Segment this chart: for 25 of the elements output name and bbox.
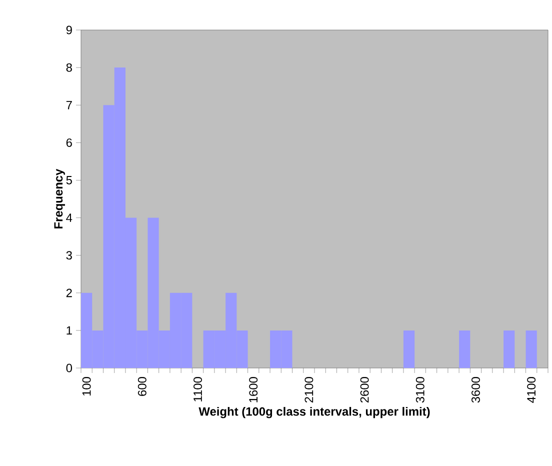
x-tick-label: 100 [82, 376, 91, 396]
y-tick-label: 4 [66, 214, 72, 222]
bar [526, 330, 537, 368]
y-tick-label: 5 [66, 176, 72, 184]
y-tick-label: 0 [66, 364, 72, 372]
x-tick-label: 2100 [304, 376, 314, 403]
x-tick-label: 3600 [472, 376, 480, 403]
y-tick-label: 8 [66, 63, 72, 72]
bar [459, 330, 470, 368]
x-tick-label: 2600 [360, 376, 369, 403]
y-tick-label: 9 [66, 26, 72, 34]
x-tick-label: 1600 [249, 376, 258, 402]
x-tick-label: 600 [138, 376, 146, 396]
bar [504, 330, 515, 368]
y-tick-label: 3 [66, 251, 72, 260]
x-axis-title: Weight (100g class intervals, upper limit) [198, 406, 430, 418]
y-tick-label: 1 [66, 326, 72, 335]
y-tick-label: 2 [66, 288, 72, 298]
x-tick-label: 1100 [194, 376, 202, 402]
y-axis-title: Frequency [54, 168, 65, 228]
x-tick-label: 3100 [416, 376, 424, 403]
y-tick-label: 7 [66, 101, 72, 110]
x-tick-label: 4100 [527, 376, 536, 403]
bar [403, 330, 415, 368]
y-tick-label: 6 [66, 138, 72, 147]
